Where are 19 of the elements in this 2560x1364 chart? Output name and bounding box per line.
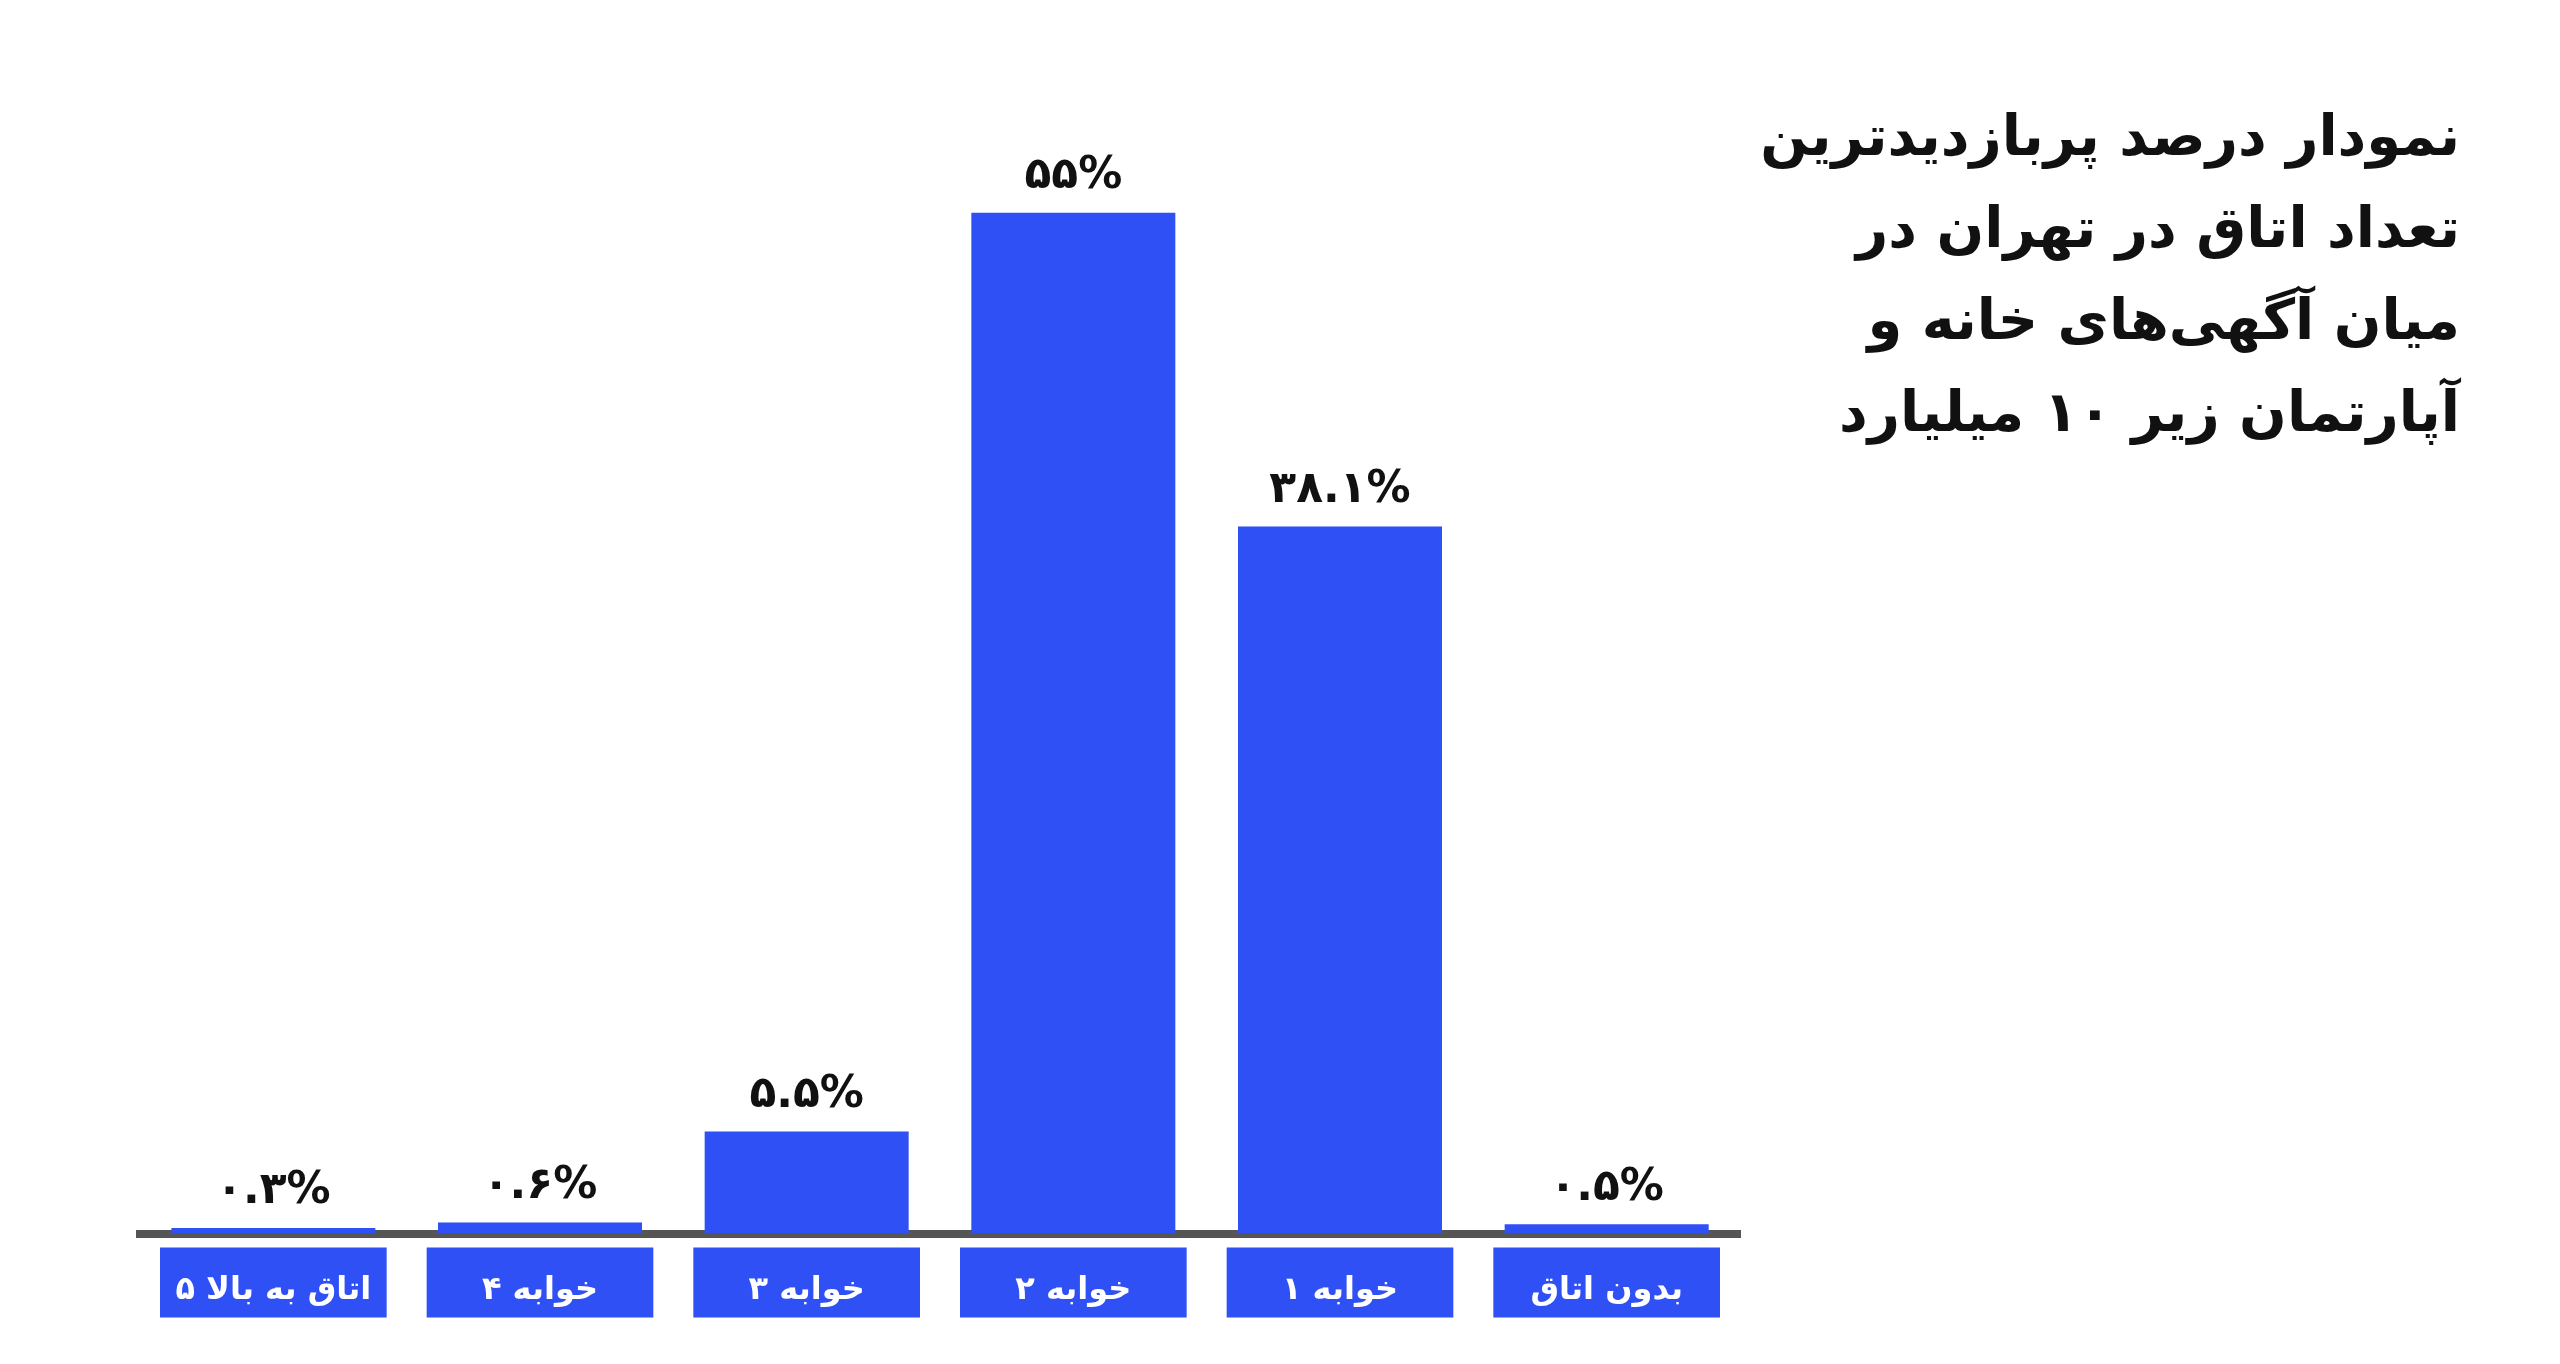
bar [704, 1131, 909, 1234]
data-label: ۳۸.۱% [1269, 460, 1411, 512]
x-tick-label: ۳ خوابه [748, 1269, 865, 1308]
x-tick-label: ۴ خوابه [481, 1269, 599, 1308]
x-tick-label: ۱ خوابه [1281, 1269, 1399, 1308]
x-tick-label: ۵ اتاق به بالا [175, 1269, 372, 1308]
data-label: ۰.۶% [482, 1156, 598, 1208]
data-label: ۵۵% [1024, 147, 1123, 199]
bar [971, 212, 1176, 1234]
data-label: ۵.۵% [749, 1065, 864, 1117]
bar [438, 1222, 642, 1234]
text: نمودار درصد پربازدیدترین تعداد اتاق در تهران در میان آگهی‌های خانه و آپارتمان زیر ۱۰ میلیارد [1759, 102, 2460, 447]
data-label: ۰.۳% [216, 1162, 331, 1214]
data-label: ۰.۵% [1549, 1158, 1664, 1210]
x-tick-label: بدون اتاق [1530, 1269, 1683, 1308]
bar [171, 1228, 376, 1234]
bar [1238, 526, 1442, 1234]
x-tick-label: ۲ خوابه [1015, 1269, 1132, 1308]
bar [1504, 1224, 1709, 1234]
